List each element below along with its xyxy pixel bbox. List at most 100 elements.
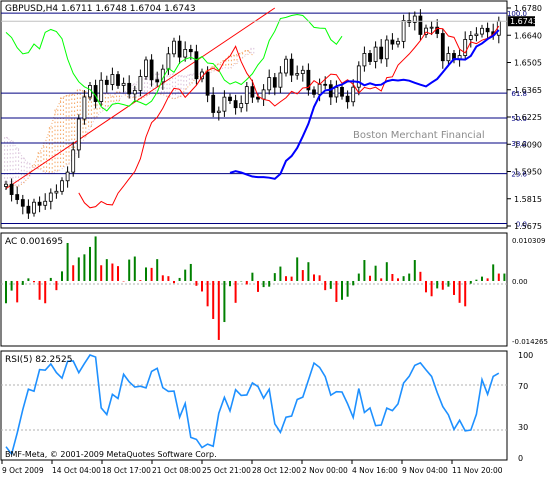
candle-body bbox=[312, 89, 316, 95]
candle-body bbox=[440, 33, 445, 62]
time-axis: 9 Oct 2009 14 Oct 04:00 18 Oct 17:00 21 Oct… bbox=[1, 460, 503, 475]
candle-body bbox=[401, 20, 406, 42]
candle-body bbox=[60, 180, 64, 192]
copyright-text: BMF-Meta, © 2001-2009 MetaQuotes Softwar… bbox=[5, 450, 217, 459]
candle-body bbox=[104, 79, 109, 85]
rsi-tick-label: 0 bbox=[518, 454, 523, 463]
price-tick-label: 1.6090 bbox=[514, 140, 542, 149]
time-tick-label: 11 Nov 20:00 bbox=[452, 466, 503, 475]
candle-body bbox=[323, 83, 328, 86]
trendline-layer[interactable] bbox=[5, 7, 276, 190]
fibo-level-label: 61.8 bbox=[511, 90, 527, 98]
price-axis: 1.6780 1.6640 1.6505 1.6365 1.6225 1.6090 1.59… bbox=[507, 4, 542, 231]
candle-body bbox=[390, 39, 395, 45]
candle-body bbox=[183, 49, 188, 58]
candle-body bbox=[334, 86, 339, 98]
candle-body bbox=[345, 95, 350, 103]
candle-body bbox=[446, 53, 451, 62]
candle-body bbox=[9, 183, 14, 195]
candle-body bbox=[295, 73, 300, 76]
candle-body bbox=[172, 40, 176, 55]
candle-body bbox=[300, 69, 305, 74]
time-tick-label: 28 Oct 12:00 bbox=[252, 466, 301, 475]
time-tick-label: 21 Oct 08:00 bbox=[152, 466, 201, 475]
candle-body bbox=[194, 51, 199, 80]
ac-axis: 0.010309 0.00 -0.014265 bbox=[512, 237, 548, 346]
candle-body bbox=[485, 27, 490, 33]
candle-body bbox=[132, 90, 137, 95]
candle-body bbox=[93, 85, 98, 102]
price-panel[interactable]: 100.0 61.8 50.0 38.2 23.6 0.0 GBPUSD,H4 1.671… bbox=[0, 0, 528, 229]
fibo-level-label: 23.6 bbox=[511, 171, 527, 179]
rsi-axis: 100 70 30 0 bbox=[518, 351, 533, 463]
rsi-tick-label: 30 bbox=[518, 423, 528, 432]
current-price-tag bbox=[508, 16, 535, 27]
candle-body bbox=[26, 205, 31, 214]
ac-panel[interactable]: AC 0.001695 bbox=[0, 232, 508, 347]
symbol-info-label: GBPUSD,H4 1.6711 1.6748 1.6704 1.6743 bbox=[5, 4, 196, 14]
candle-body bbox=[384, 39, 389, 60]
price-tick-label: 1.5815 bbox=[514, 195, 542, 204]
candle-body bbox=[65, 171, 70, 182]
rsi-panel[interactable]: RSI(5) 82.2525 BMF-Meta, © 2001-2009 Met… bbox=[0, 350, 508, 461]
candle-body bbox=[116, 74, 120, 86]
candle-body bbox=[239, 103, 244, 109]
candle-body bbox=[306, 69, 311, 91]
ichimoku-cloud bbox=[4, 47, 255, 188]
candle-body bbox=[474, 33, 479, 37]
watermark-text: Boston Merchant Financial bbox=[353, 130, 485, 141]
candle-body bbox=[188, 49, 193, 53]
candle-body bbox=[244, 86, 249, 104]
candle-body bbox=[289, 58, 294, 76]
price-tick-label: 1.6505 bbox=[514, 59, 542, 68]
candle-body bbox=[396, 40, 400, 45]
fibo-level-label: 0.0 bbox=[516, 221, 527, 229]
candle-body bbox=[368, 53, 372, 62]
candle-body bbox=[222, 96, 227, 112]
candle-body bbox=[468, 35, 473, 40]
ichimoku-lines bbox=[1, 14, 507, 209]
fibo-level-label: 100.0 bbox=[507, 10, 527, 18]
candle-body bbox=[278, 72, 283, 88]
candle-body bbox=[76, 118, 81, 151]
price-tick-label: 1.6640 bbox=[514, 31, 542, 40]
chikou-span-line bbox=[5, 14, 343, 112]
candle-body bbox=[138, 76, 143, 91]
rsi-title: RSI(5) 82.2525 bbox=[5, 355, 72, 365]
candle-body bbox=[110, 74, 115, 85]
rsi-line bbox=[5, 354, 500, 456]
candle-body bbox=[317, 83, 322, 95]
candle-body bbox=[4, 183, 8, 187]
price-tick-label: 1.6780 bbox=[514, 4, 542, 13]
ac-title: AC 0.001695 bbox=[5, 237, 63, 247]
candle-body bbox=[205, 71, 210, 96]
candle-body bbox=[121, 82, 126, 86]
candle-body bbox=[37, 201, 42, 206]
candle-body bbox=[284, 58, 288, 74]
candle-body bbox=[211, 94, 216, 113]
candle-body bbox=[418, 15, 423, 35]
rsi-line-layer bbox=[5, 354, 500, 456]
tenkan-sen-line bbox=[78, 25, 500, 209]
rsi-panel-frame bbox=[0, 350, 508, 461]
candle-body bbox=[429, 26, 434, 29]
candle-body bbox=[463, 39, 468, 56]
red-trendline[interactable] bbox=[5, 7, 276, 190]
candle-body bbox=[261, 89, 266, 100]
senkou-span-b bbox=[5, 47, 253, 174]
candle-body bbox=[166, 53, 171, 70]
ac-tick-label: 0.010309 bbox=[512, 237, 545, 245]
candle-body bbox=[99, 79, 104, 102]
price-tick-label: 1.6365 bbox=[514, 86, 542, 95]
rsi-tick-label: 100 bbox=[518, 351, 533, 360]
time-tick-label: 9 Nov 04:00 bbox=[402, 466, 448, 475]
time-tick-label: 18 Oct 17:00 bbox=[102, 466, 151, 475]
time-tick-label: 2 Nov 00:00 bbox=[302, 466, 348, 475]
fibo-level-label: 38.2 bbox=[511, 140, 527, 148]
candle-body bbox=[379, 46, 384, 60]
candle-body bbox=[155, 79, 160, 83]
candle-body bbox=[20, 199, 25, 207]
candle-body bbox=[43, 200, 48, 206]
